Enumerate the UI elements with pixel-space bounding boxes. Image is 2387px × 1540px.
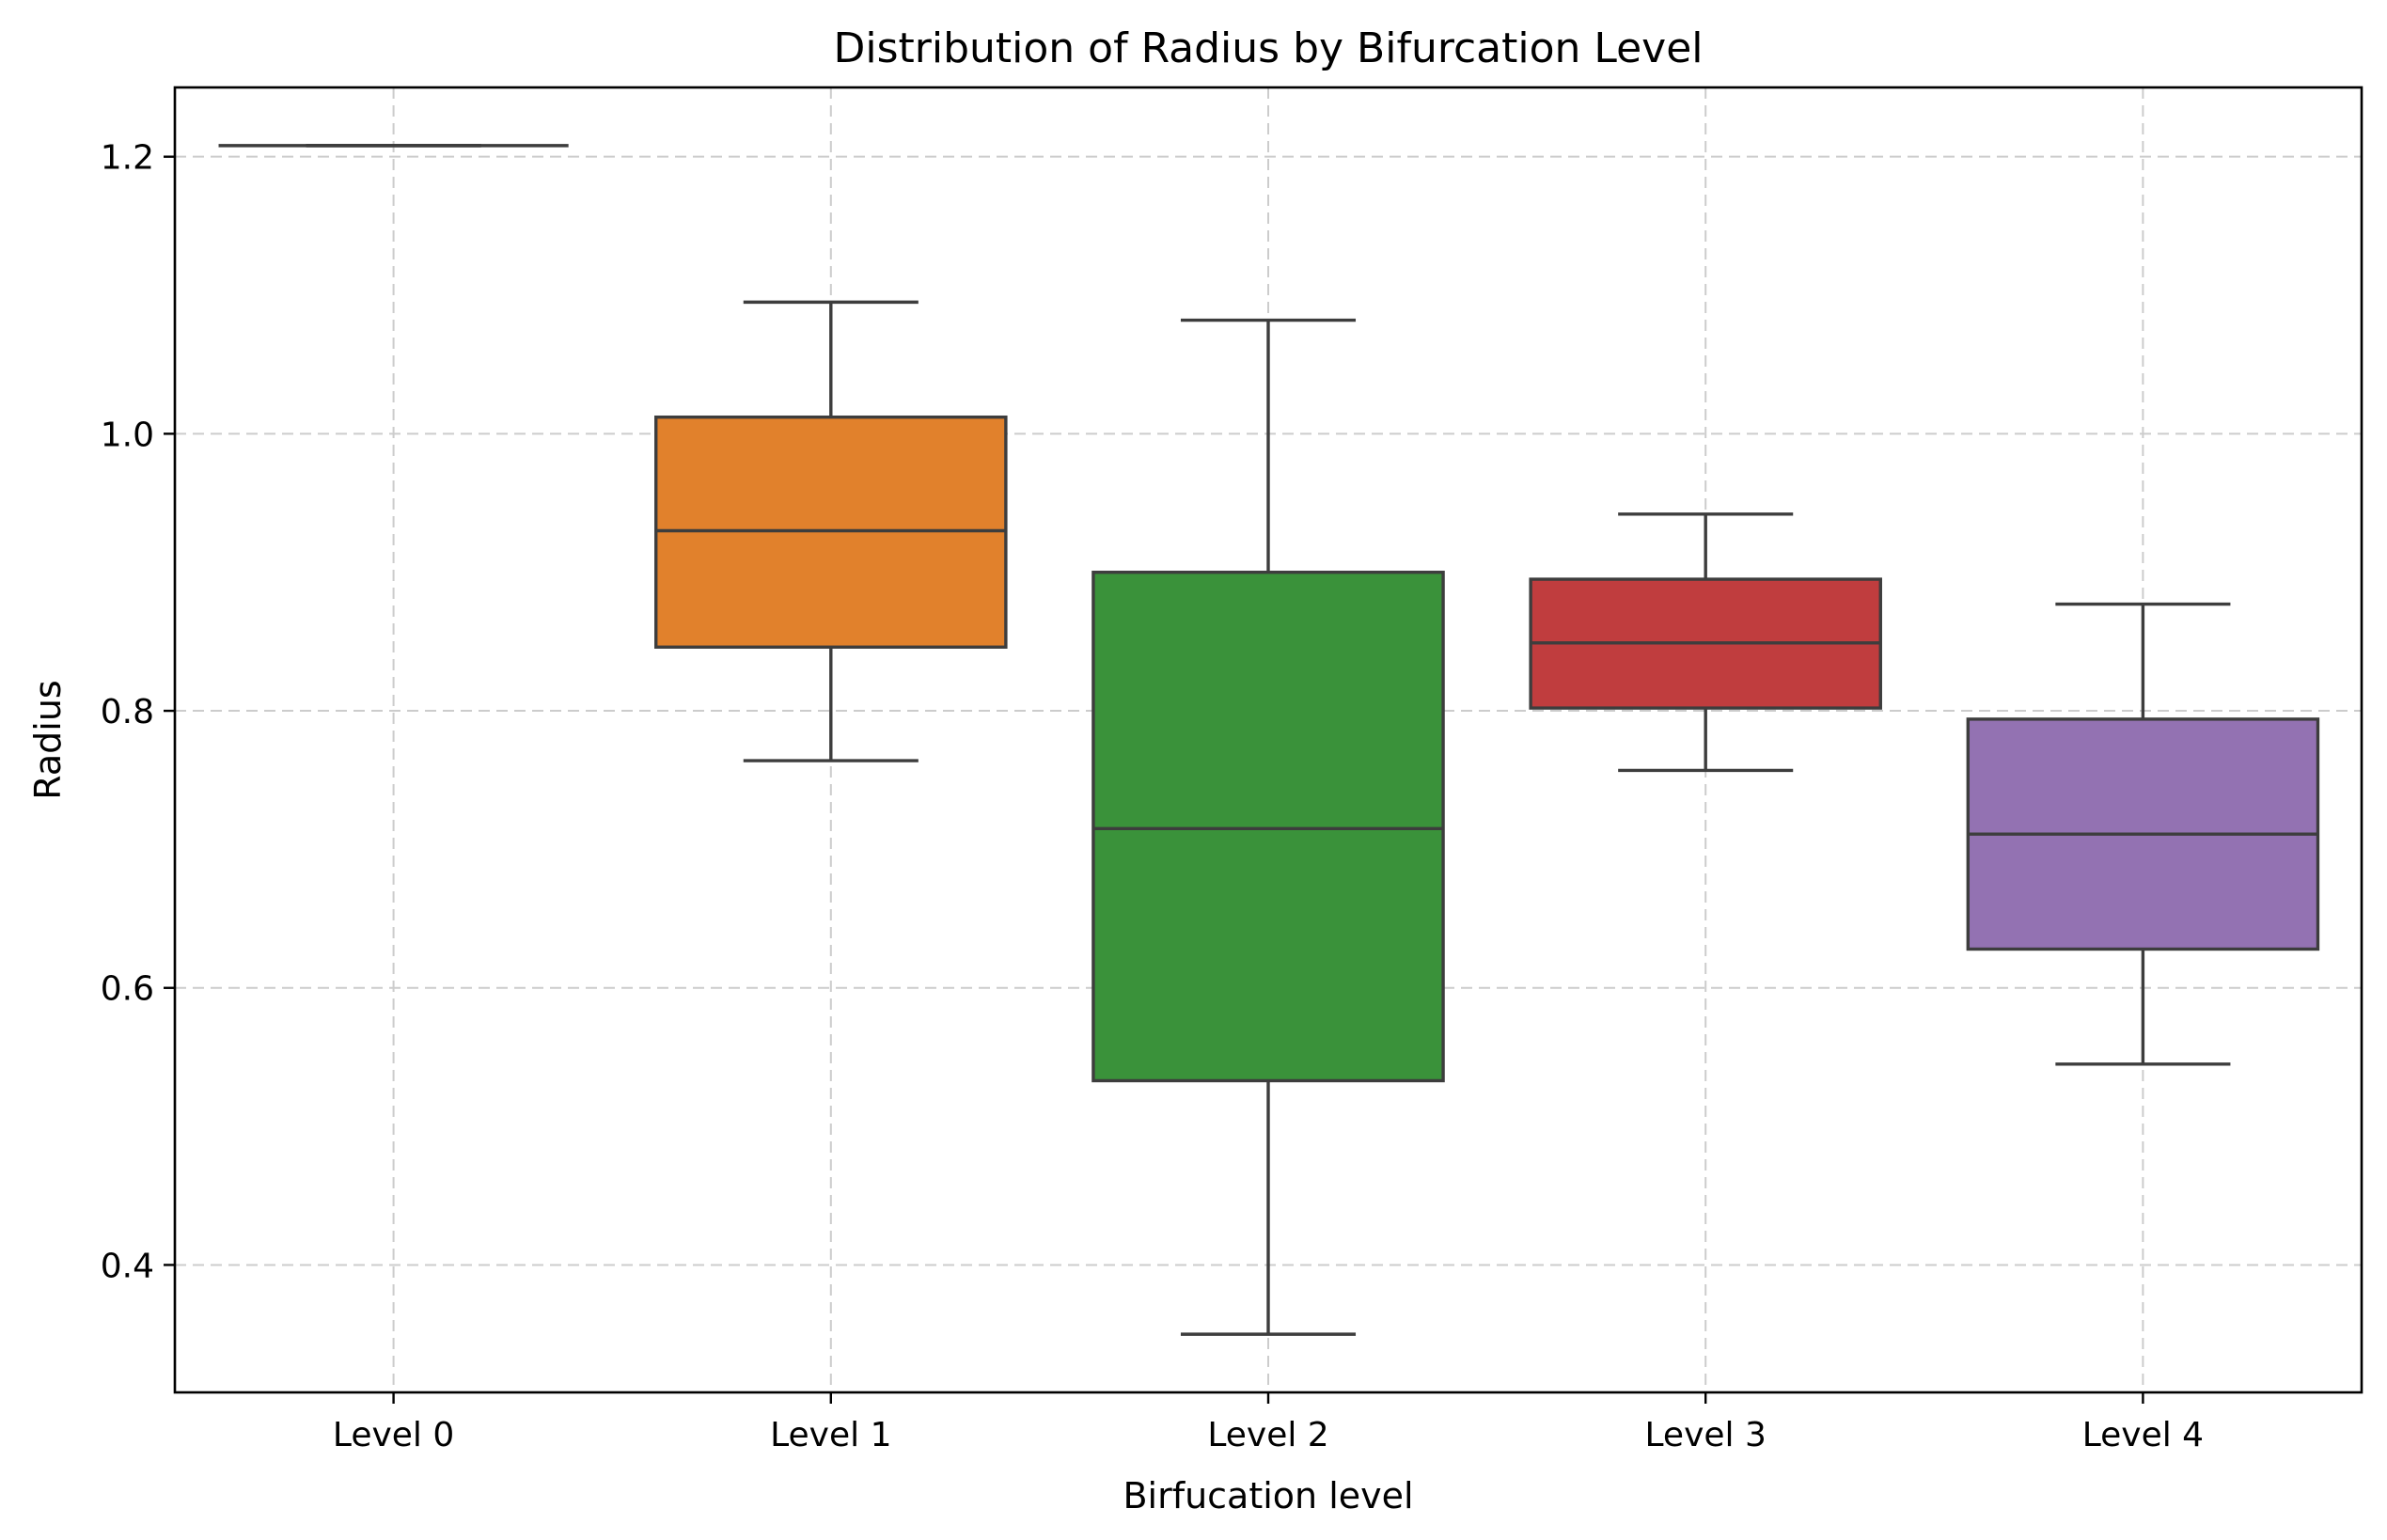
x-tick-label: Level 0	[333, 1416, 454, 1454]
x-tick-label: Level 1	[770, 1416, 891, 1454]
box-layer	[218, 144, 2320, 1336]
y-tick-label: 0.4	[101, 1247, 154, 1285]
iqr-box	[1091, 571, 1445, 1083]
box-group-level-1	[654, 300, 1008, 762]
y-tick-label: 1.2	[101, 139, 154, 178]
x-tick-label: Level 4	[2082, 1416, 2204, 1454]
box-group-level-3	[1529, 512, 1882, 773]
x-axis-label: Birfucation level	[1123, 1475, 1413, 1516]
box-group-level-2	[1091, 318, 1445, 1336]
x-tick-label: Level 2	[1207, 1416, 1328, 1454]
axis-layer: 0.4 0.6 0.8 1.0 1.2 Level 0 Level 1 Level 2 Leve…	[101, 139, 2204, 1454]
y-tick-label: 1.0	[101, 416, 154, 454]
y-axis-label: Radius	[27, 680, 69, 799]
x-tick-label: Level 3	[1645, 1416, 1767, 1454]
y-tick-label: 0.8	[101, 693, 154, 731]
chart-title: Distribution of Radius by Bifurcation Le…	[833, 24, 1703, 72]
box-group-level-4	[1966, 602, 2320, 1066]
y-tick-label: 0.6	[101, 970, 154, 1009]
